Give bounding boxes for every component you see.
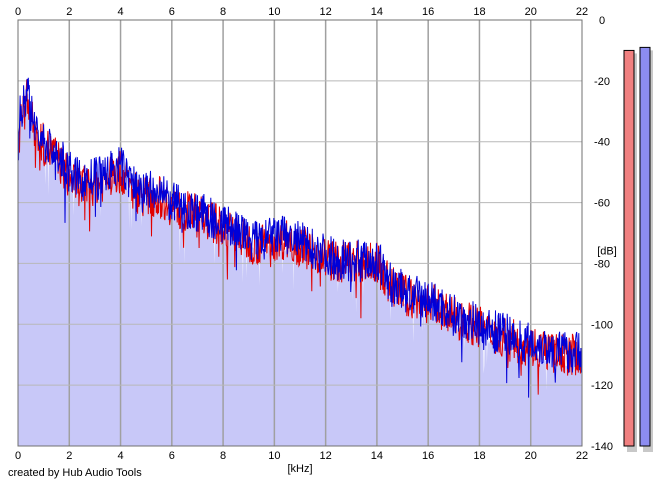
level-meter-2	[639, 46, 651, 447]
series-line-2	[17, 77, 583, 398]
y-tick-label: 0	[599, 15, 605, 27]
x-tick-label-bottom: 12	[320, 450, 332, 462]
x-tick-label-top: 6	[169, 6, 175, 18]
x-tick-label-bottom: 22	[576, 450, 588, 462]
x-tick-label-bottom: 2	[66, 450, 72, 462]
y-tick-label: -80	[594, 258, 610, 270]
y-axis-label: [dB]	[597, 245, 617, 257]
x-tick-label-bottom: 20	[525, 450, 537, 462]
level-meter-1	[623, 49, 635, 447]
y-tick-label: -120	[591, 380, 613, 392]
spectrum-fill	[18, 93, 582, 447]
x-tick-label-top: 12	[320, 6, 332, 18]
x-tick-label-bottom: 18	[473, 450, 485, 462]
x-tick-label-bottom: 8	[220, 450, 226, 462]
x-tick-label-bottom: 4	[117, 450, 123, 462]
x-tick-label-bottom: 0	[15, 450, 21, 462]
x-tick-label-top: 8	[220, 6, 226, 18]
y-tick-label: -20	[594, 76, 610, 88]
plot-border	[17, 19, 583, 447]
x-axis-label: [kHz]	[287, 463, 312, 475]
x-tick-label-bottom: 6	[169, 450, 175, 462]
x-tick-label-top: 0	[15, 6, 21, 18]
x-tick-label-top: 20	[525, 6, 537, 18]
x-tick-label-top: 22	[576, 6, 588, 18]
x-tick-label-top: 14	[371, 6, 383, 18]
x-tick-label-top: 10	[268, 6, 280, 18]
credit-text: created by Hub Audio Tools	[8, 467, 142, 479]
x-tick-label-top: 2	[66, 6, 72, 18]
x-tick-label-bottom: 10	[268, 450, 280, 462]
y-tick-label: -40	[594, 137, 610, 149]
y-tick-label: -100	[591, 319, 613, 331]
x-tick-label-top: 18	[473, 6, 485, 18]
y-tick-label: -140	[591, 441, 613, 453]
x-tick-label-bottom: 14	[371, 450, 383, 462]
x-tick-label-top: 16	[422, 6, 434, 18]
x-tick-label-bottom: 16	[422, 450, 434, 462]
y-tick-label: -60	[594, 198, 610, 210]
x-tick-label-top: 4	[117, 6, 123, 18]
